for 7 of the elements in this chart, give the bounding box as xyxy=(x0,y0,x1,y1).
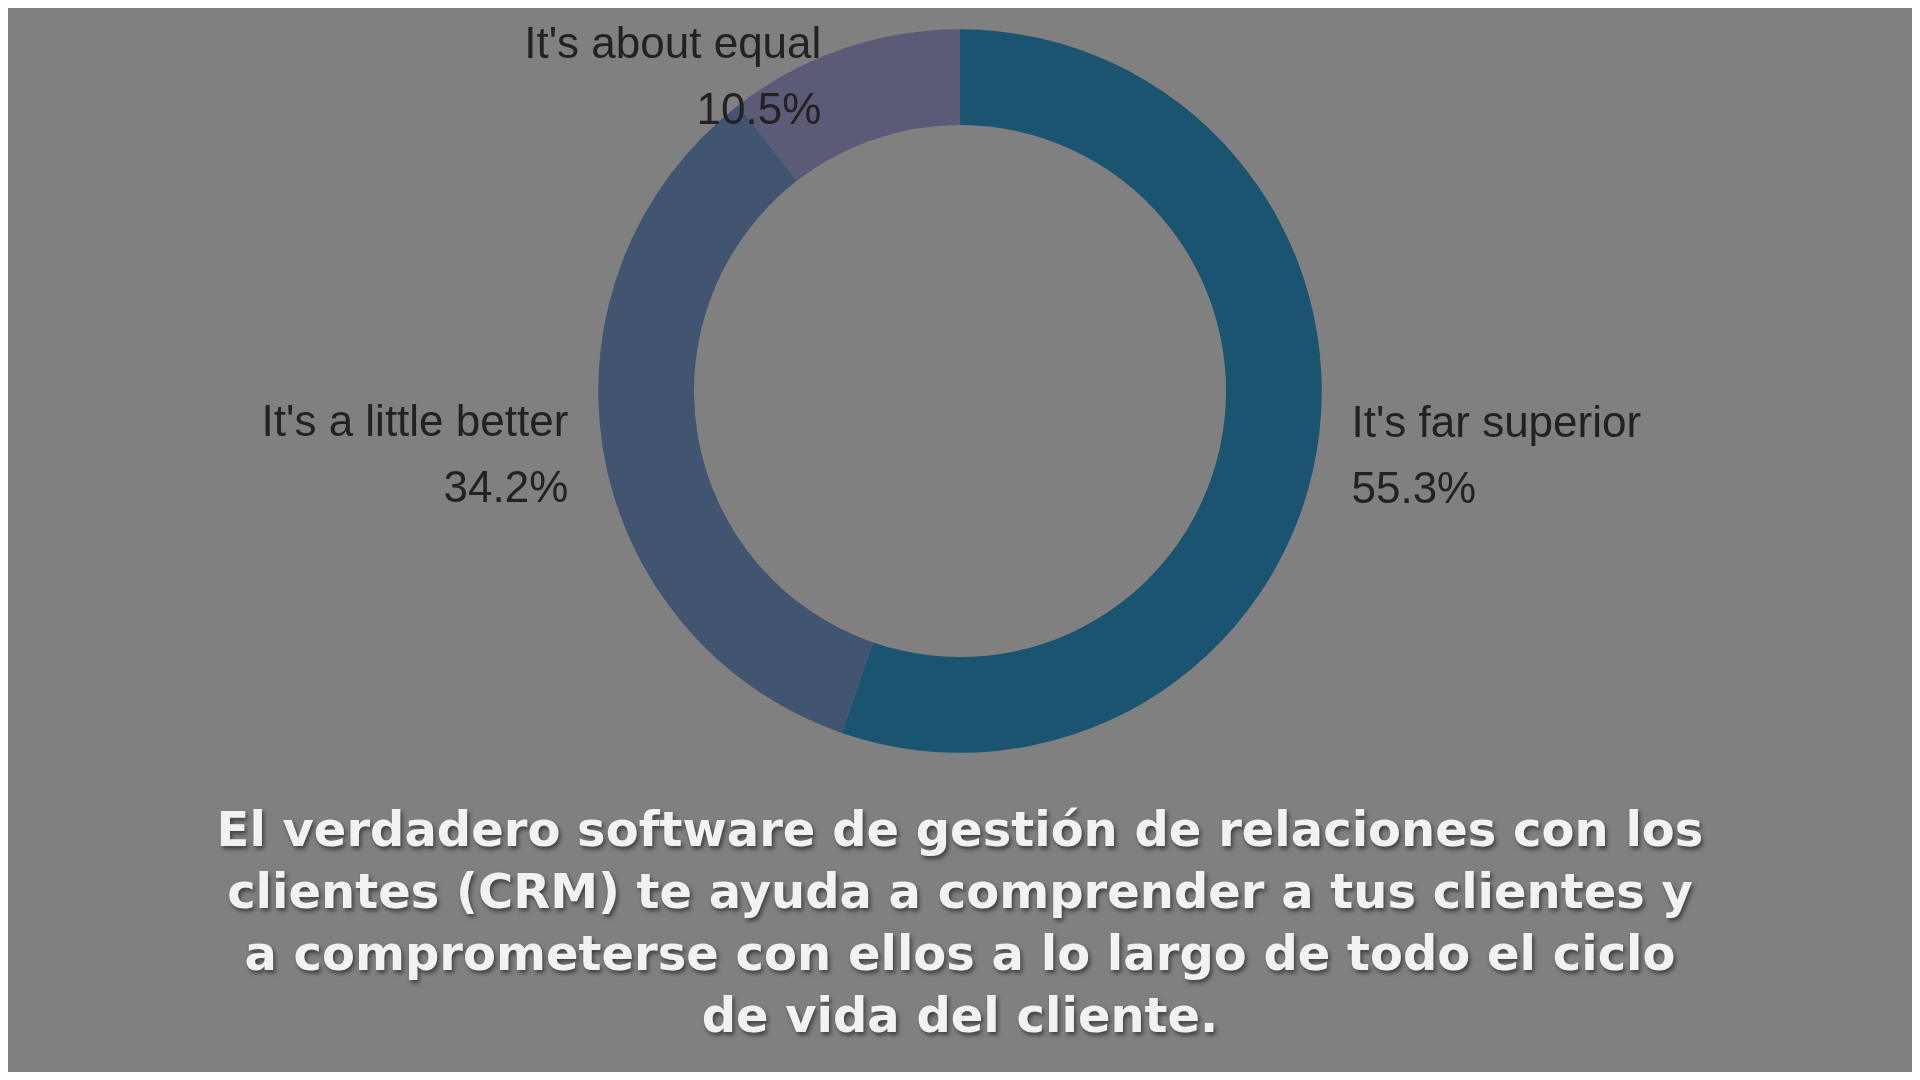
data-label: 10.5% xyxy=(696,83,822,133)
slice-label: It's a little better xyxy=(261,395,569,445)
data-label: 55.3% xyxy=(1351,462,1477,512)
slice-label: It's about equal xyxy=(524,17,822,67)
slice-label: It's far superior xyxy=(1351,396,1642,446)
text: El verdadero software de gestión de relaciones con los clientes (CRM) te ayuda a comprender a tus clientes y a comprometerse con ellos a lo largo de todo el ciclo de vida del cliente. xyxy=(215,800,1705,1045)
data-label: 34.2% xyxy=(443,461,569,511)
